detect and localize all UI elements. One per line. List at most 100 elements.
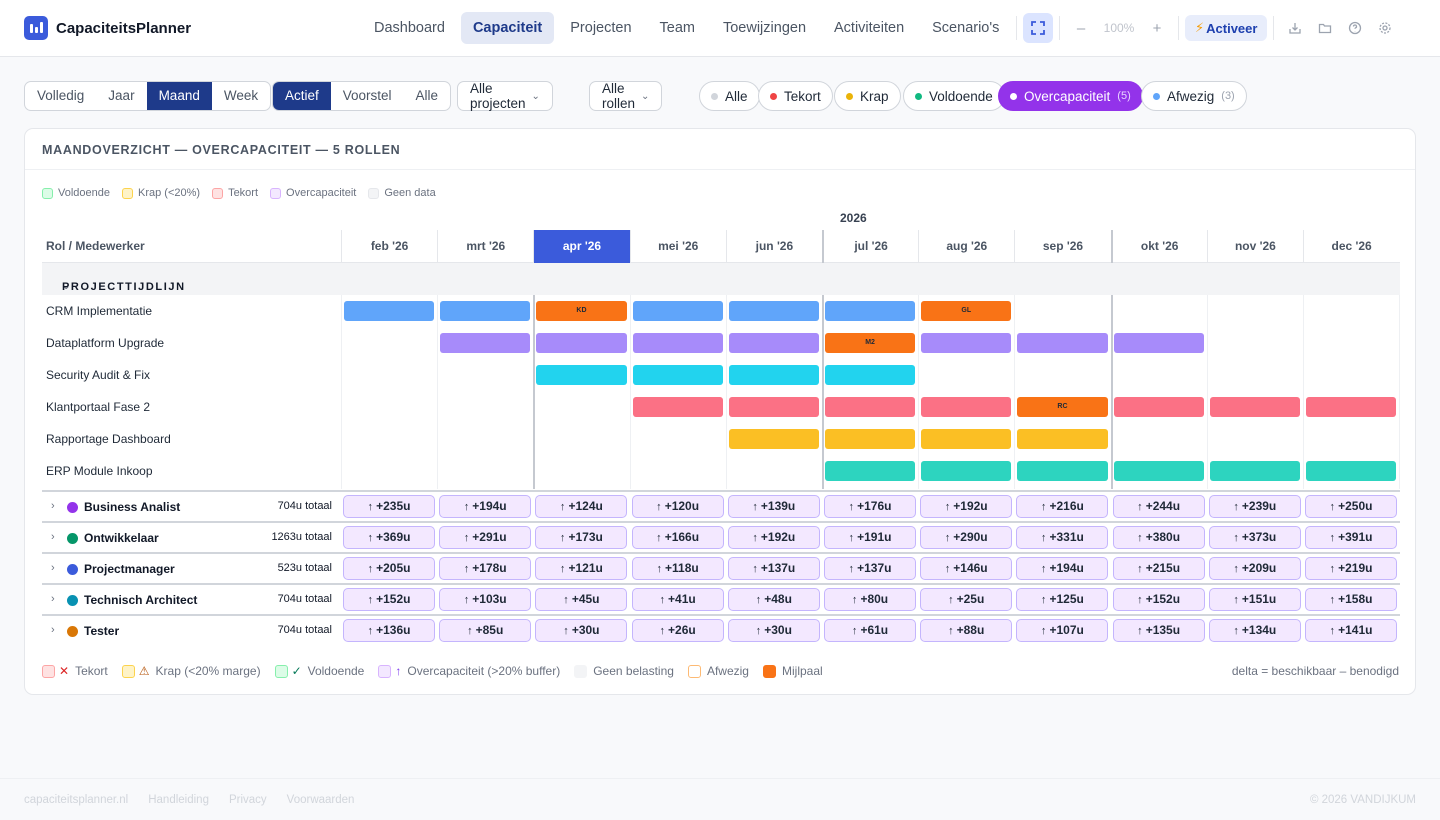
capacity-cell[interactable]: ↑ +146u bbox=[920, 557, 1013, 580]
project-bar[interactable] bbox=[1113, 461, 1204, 481]
tab-alle[interactable]: Alle bbox=[415, 88, 439, 103]
project-filter-dropdown[interactable]: Alle projecten ⌄ bbox=[457, 81, 553, 111]
zoom-out-button[interactable]: – bbox=[1076, 19, 1086, 37]
project-bar[interactable] bbox=[632, 365, 723, 385]
chevron-right-icon[interactable]: › bbox=[51, 593, 55, 605]
role-row[interactable]: › Tester 704u totaal ↑ +136u ↑ +85u ↑ +30u ↑ +… bbox=[42, 616, 1400, 645]
tab-actief[interactable]: Actief bbox=[273, 82, 331, 110]
capacity-cell[interactable]: ↑ +136u bbox=[343, 619, 435, 642]
project-bar[interactable] bbox=[728, 365, 819, 385]
nav-toewijzingen[interactable]: Toewijzingen bbox=[722, 20, 807, 36]
capacity-cell[interactable]: ↑ +120u bbox=[631, 495, 724, 518]
filter-pill-afwezig[interactable]: Afwezig (3) bbox=[1141, 81, 1247, 111]
tab-week[interactable]: Week bbox=[223, 88, 259, 103]
project-bar[interactable] bbox=[921, 429, 1012, 449]
capacity-cell[interactable]: ↑ +205u bbox=[343, 557, 435, 580]
capacity-cell[interactable]: ↑ +209u bbox=[1208, 557, 1301, 580]
project-bar[interactable] bbox=[1306, 461, 1397, 481]
capacity-cell[interactable]: ↑ +235u bbox=[343, 495, 435, 518]
project-bar[interactable] bbox=[825, 365, 916, 385]
chevron-right-icon[interactable]: › bbox=[51, 562, 55, 574]
tab-volledig[interactable]: Volledig bbox=[37, 88, 85, 103]
milestone-bar[interactable]: M2 bbox=[825, 333, 916, 353]
capacity-cell[interactable]: ↑ +244u bbox=[1112, 495, 1205, 518]
capacity-cell[interactable]: ↑ +152u bbox=[343, 588, 435, 611]
export-icon[interactable] bbox=[1280, 13, 1310, 43]
project-name[interactable]: Rapportage Dashboard bbox=[46, 432, 171, 446]
capacity-cell[interactable]: ↑ +290u bbox=[920, 526, 1013, 549]
capacity-cell[interactable]: ↑ +107u bbox=[1016, 619, 1109, 642]
capacity-cell[interactable]: ↑ +137u bbox=[824, 557, 916, 580]
settings-gear-icon[interactable] bbox=[1370, 13, 1400, 43]
zoom-in-button[interactable]: + bbox=[1152, 19, 1162, 37]
capacity-cell[interactable]: ↑ +250u bbox=[1305, 495, 1397, 518]
capacity-cell[interactable]: ↑ +152u bbox=[1112, 588, 1205, 611]
filter-pill-alle[interactable]: Alle bbox=[699, 81, 760, 111]
project-bar[interactable] bbox=[1017, 333, 1108, 353]
filter-pill-krap[interactable]: Krap bbox=[834, 81, 901, 111]
capacity-cell[interactable]: ↑ +176u bbox=[824, 495, 916, 518]
project-bar[interactable] bbox=[1209, 461, 1300, 481]
capacity-cell[interactable]: ↑ +216u bbox=[1016, 495, 1109, 518]
capacity-cell[interactable]: ↑ +61u bbox=[824, 619, 916, 642]
capacity-cell[interactable]: ↑ +134u bbox=[1208, 619, 1301, 642]
capacity-cell[interactable]: ↑ +118u bbox=[631, 557, 724, 580]
capacity-cell[interactable]: ↑ +239u bbox=[1208, 495, 1301, 518]
capacity-cell[interactable]: ↑ +137u bbox=[727, 557, 820, 580]
nav-scenario-s[interactable]: Scenario's bbox=[932, 20, 1000, 36]
project-bar[interactable] bbox=[921, 397, 1012, 417]
capacity-cell[interactable]: ↑ +25u bbox=[920, 588, 1013, 611]
capacity-cell[interactable]: ↑ +380u bbox=[1112, 526, 1205, 549]
activate-button[interactable]: ⚡ Activeer bbox=[1185, 15, 1268, 41]
project-name[interactable]: Dataplatform Upgrade bbox=[46, 336, 165, 350]
capacity-cell[interactable]: ↑ +158u bbox=[1305, 588, 1397, 611]
project-bar[interactable] bbox=[632, 397, 723, 417]
milestone-bar[interactable]: RC bbox=[1017, 397, 1108, 417]
project-bar[interactable] bbox=[1017, 461, 1108, 481]
project-bar[interactable] bbox=[1306, 397, 1397, 417]
footer-link[interactable]: Privacy bbox=[228, 794, 267, 806]
nav-team[interactable]: Team bbox=[659, 20, 695, 36]
project-bar[interactable] bbox=[1017, 429, 1108, 449]
project-bar[interactable] bbox=[1113, 397, 1204, 417]
capacity-cell[interactable]: ↑ +139u bbox=[727, 495, 820, 518]
capacity-cell[interactable]: ↑ +45u bbox=[535, 588, 628, 611]
capacity-cell[interactable]: ↑ +88u bbox=[920, 619, 1013, 642]
capacity-cell[interactable]: ↑ +85u bbox=[439, 619, 532, 642]
capacity-cell[interactable]: ↑ +30u bbox=[727, 619, 820, 642]
capacity-cell[interactable]: ↑ +373u bbox=[1208, 526, 1301, 549]
capacity-cell[interactable]: ↑ +124u bbox=[535, 495, 628, 518]
project-bar[interactable] bbox=[536, 365, 627, 385]
nav-capaciteit[interactable]: Capaciteit bbox=[460, 12, 555, 44]
project-bar[interactable] bbox=[1113, 333, 1204, 353]
project-bar[interactable] bbox=[825, 429, 916, 449]
capacity-cell[interactable]: ↑ +166u bbox=[631, 526, 724, 549]
project-bar[interactable] bbox=[440, 333, 531, 353]
capacity-cell[interactable]: ↑ +151u bbox=[1208, 588, 1301, 611]
role-filter-dropdown[interactable]: Alle rollen ⌄ bbox=[589, 81, 663, 111]
capacity-cell[interactable]: ↑ +369u bbox=[343, 526, 435, 549]
capacity-cell[interactable]: ↑ +121u bbox=[535, 557, 628, 580]
role-row[interactable]: › Ontwikkelaar 1263u totaal ↑ +369u ↑ +291u ↑… bbox=[42, 523, 1400, 552]
capacity-cell[interactable]: ↑ +192u bbox=[920, 495, 1013, 518]
project-bar[interactable] bbox=[825, 461, 916, 481]
project-bar[interactable] bbox=[921, 333, 1012, 353]
capacity-cell[interactable]: ↑ +219u bbox=[1305, 557, 1397, 580]
folder-icon[interactable] bbox=[1310, 13, 1340, 43]
capacity-cell[interactable]: ↑ +30u bbox=[535, 619, 628, 642]
project-bar[interactable] bbox=[825, 301, 916, 321]
capacity-cell[interactable]: ↑ +331u bbox=[1016, 526, 1109, 549]
role-row[interactable]: › Technisch Architect 704u totaal ↑ +152u ↑ … bbox=[42, 585, 1400, 614]
nav-activiteiten[interactable]: Activiteiten bbox=[834, 20, 905, 36]
filter-pill-voldoende[interactable]: Voldoende bbox=[903, 81, 1005, 111]
project-bar[interactable] bbox=[728, 333, 819, 353]
project-name[interactable]: ERP Module Inkoop bbox=[46, 464, 153, 478]
capacity-cell[interactable]: ↑ +48u bbox=[727, 588, 820, 611]
nav-projecten[interactable]: Projecten bbox=[570, 20, 632, 36]
footer-link[interactable]: Voorwaarden bbox=[286, 794, 355, 806]
chevron-right-icon[interactable]: › bbox=[51, 500, 55, 512]
project-bar[interactable] bbox=[825, 397, 916, 417]
project-bar[interactable] bbox=[536, 333, 627, 353]
footer-link[interactable]: Handleiding bbox=[148, 794, 209, 806]
role-row[interactable]: › Projectmanager 523u totaal ↑ +205u ↑ +178u… bbox=[42, 554, 1400, 583]
